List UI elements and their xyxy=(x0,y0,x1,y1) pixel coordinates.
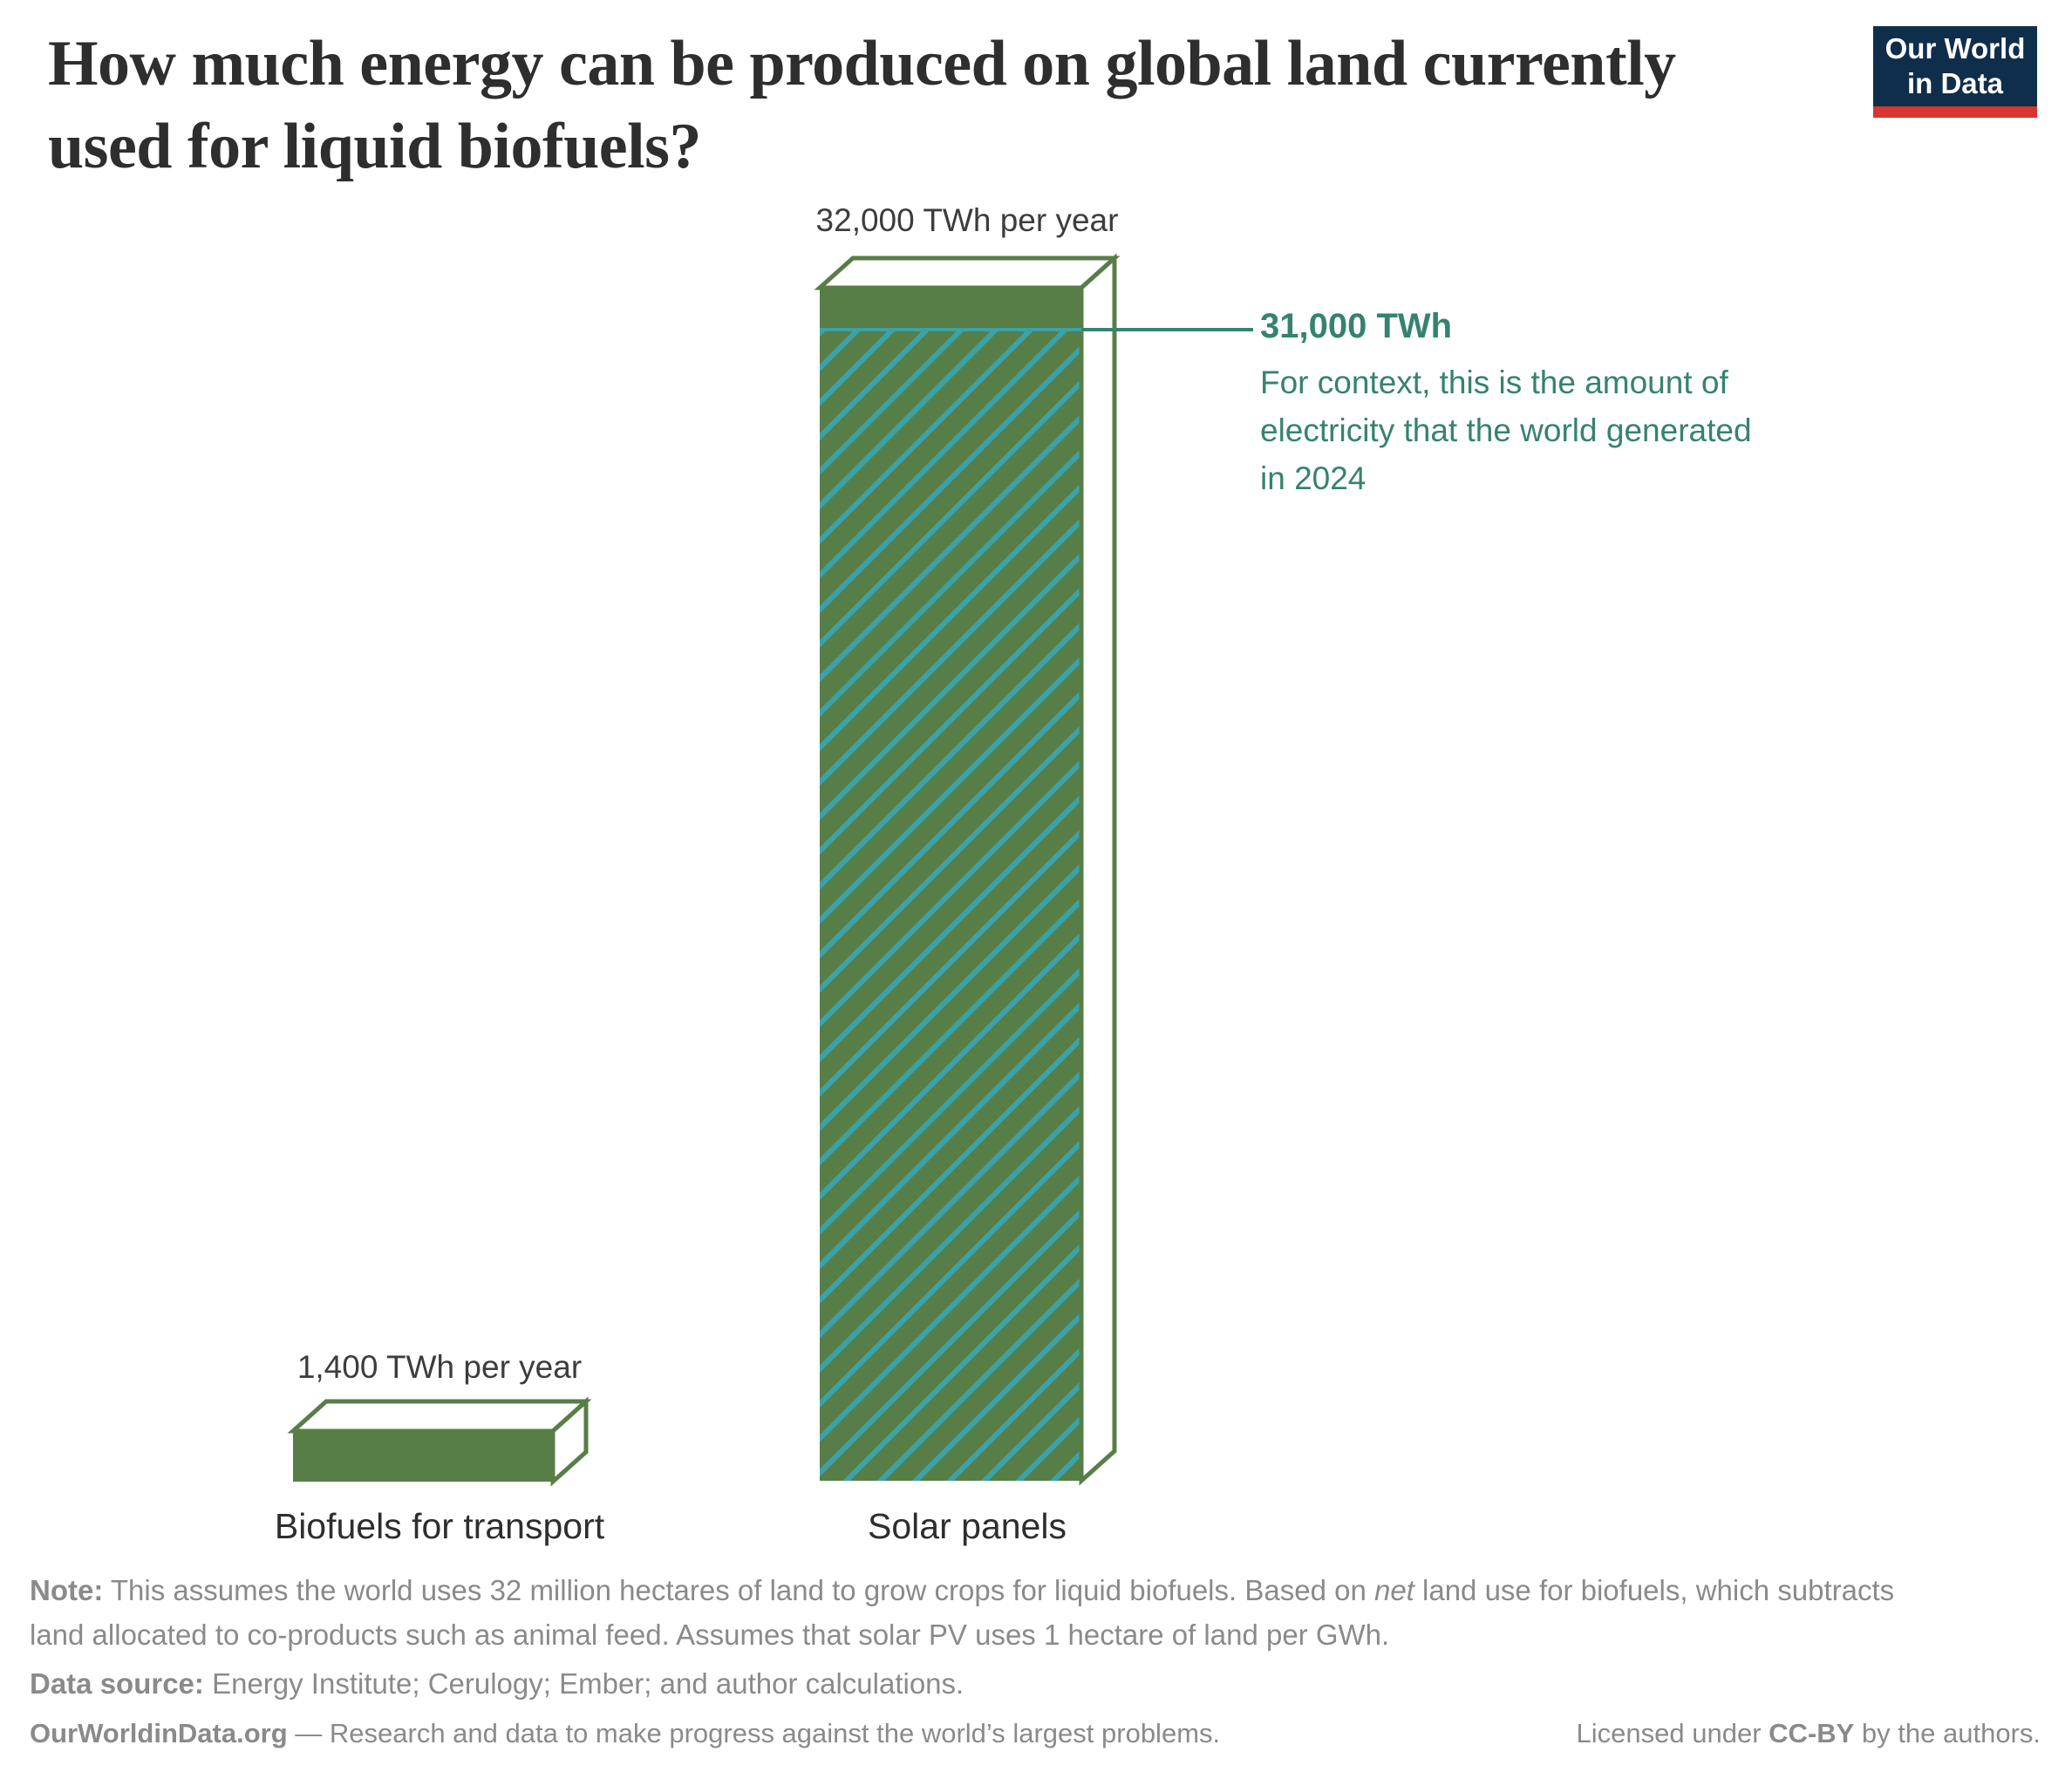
license-cc-by: CC-BY xyxy=(1769,1718,1855,1748)
owid-logo-red-bar xyxy=(1873,106,2037,118)
footer-left: OurWorldinData.org — Research and data t… xyxy=(30,1718,1220,1749)
context-annotation: 31,000 TWh For context, this is the amou… xyxy=(1260,307,1766,502)
bar-solar-hatched-region xyxy=(820,330,1081,1481)
license-text-before: Licensed under xyxy=(1576,1718,1769,1748)
data-source-label: Data source: xyxy=(30,1667,204,1700)
note-text-2: land use for biofuels, which subtracts l… xyxy=(30,1574,1895,1651)
bar-solar-value-label: 32,000 TWh per year xyxy=(815,202,1119,238)
bar-biofuels-top-face xyxy=(287,1399,592,1434)
owid-logo: Our World in Data xyxy=(1873,26,2037,118)
footer-license: Licensed under CC-BY by the authors. xyxy=(1577,1718,2041,1749)
bar-biofuels-front-face xyxy=(293,1431,553,1482)
bar-solar-right-face xyxy=(1079,253,1117,1486)
title-line-1: How much energy can be produced on globa… xyxy=(48,28,1676,99)
bar-solar-front-face xyxy=(820,288,1081,1481)
category-label-biofuels: Biofuels for transport xyxy=(274,1506,605,1546)
note-label: Note: xyxy=(30,1574,104,1606)
bar-biofuels-value-label: 1,400 TWh per year xyxy=(296,1349,583,1385)
page-title: How much energy can be produced on globa… xyxy=(48,23,1827,188)
bar-solar-top-face xyxy=(814,256,1121,290)
license-text-after: by the authors. xyxy=(1854,1718,2041,1748)
note-text-1: This assumes the world uses 32 million h… xyxy=(103,1574,1374,1606)
annotation-value: 31,000 TWh xyxy=(1260,307,1453,345)
owid-logo-line-2: in Data xyxy=(1906,67,2004,99)
chart-note: Note: This assumes the world uses 32 mil… xyxy=(30,1568,1913,1657)
footer-tagline: — Research and data to make progress aga… xyxy=(287,1718,1221,1748)
category-label-solar: Solar panels xyxy=(868,1506,1067,1546)
bar-biofuels-right-face xyxy=(550,1396,589,1487)
owid-logo-box: Our World in Data xyxy=(1873,26,2037,106)
data-source: Data source: Energy Institute; Cerulogy;… xyxy=(30,1667,1948,1701)
title-line-2: used for liquid biofuels? xyxy=(48,111,701,182)
annotation-text: For context, this is the amount of elect… xyxy=(1260,365,1752,496)
note-italic: net xyxy=(1373,1574,1414,1606)
footer: OurWorldinData.org — Research and data t… xyxy=(30,1718,2041,1749)
owid-logo-line-1: Our World xyxy=(1885,32,2026,65)
footer-site: OurWorldinData.org xyxy=(30,1718,288,1748)
data-source-text: Energy Institute; Cerulogy; Ember; and a… xyxy=(203,1667,964,1700)
